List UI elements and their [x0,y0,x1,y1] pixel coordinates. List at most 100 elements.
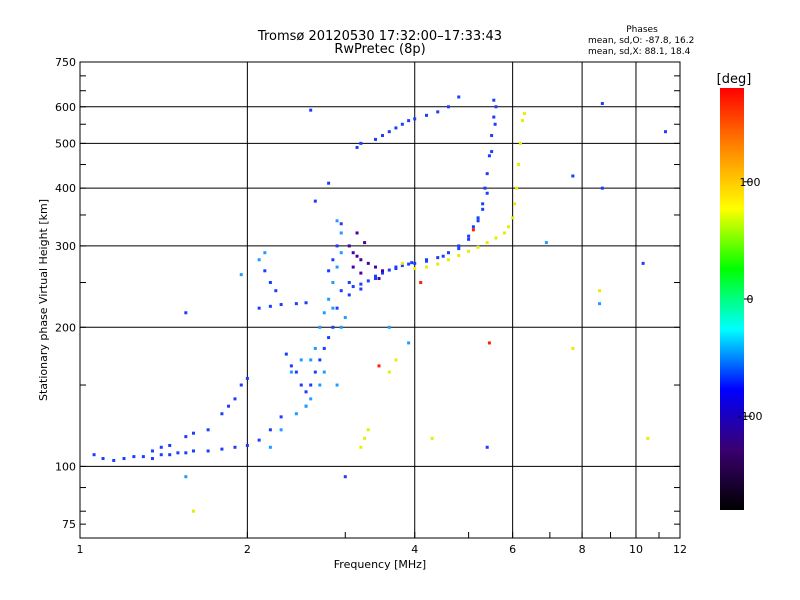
data-point [571,174,575,178]
data-point [331,325,335,329]
data-point [268,445,272,449]
data-point [159,445,163,449]
data-point [257,306,261,310]
data-point [318,383,322,387]
data-point [289,364,293,368]
data-point [485,191,489,195]
data-point [407,119,411,123]
phases-o-line: mean, sd,O: -87.8, 16.2 [588,36,694,46]
data-point [598,302,602,306]
data-point [294,412,298,416]
data-point [168,443,172,447]
data-point [425,113,429,117]
data-point [377,364,381,368]
phases-x-line: mean, sd,X: 88.1, 18.4 [588,47,691,57]
data-point [441,254,445,258]
data-point [343,315,347,319]
data-point [331,281,335,285]
data-point [268,281,272,285]
data-point [220,412,224,416]
data-point [600,186,604,190]
data-point [206,449,210,453]
data-point [467,249,471,253]
data-point [101,457,105,461]
data-point [191,449,195,453]
data-point [112,458,116,462]
y-tick-label: 500 [55,137,76,150]
data-point [92,453,96,457]
data-point [476,216,480,220]
data-point [511,216,515,220]
data-point [347,293,351,297]
data-point [485,172,489,176]
data-point [436,262,440,266]
data-point [494,236,498,240]
data-point [485,241,489,245]
data-point [446,105,450,109]
data-point [327,181,331,185]
data-point [413,261,417,265]
data-point [373,265,377,269]
data-point [331,306,335,310]
data-point [394,358,398,362]
data-point [279,415,283,419]
data-point [366,428,370,432]
data-point [457,244,461,248]
data-point [663,130,667,134]
data-point [331,258,335,262]
data-point [387,130,391,134]
grid [79,62,681,538]
data-point [359,445,363,449]
y-tick-label: 400 [55,182,76,195]
data-point [476,245,480,249]
data-point [268,304,272,308]
data-point [487,154,491,158]
data-point [400,122,404,126]
data-point [413,267,417,271]
data-point [233,445,237,449]
x-tick-label: 10 [629,543,643,556]
data-point [366,279,370,283]
data-point [467,237,471,241]
x-tick-label: 12 [673,543,687,556]
data-point [239,273,243,277]
data-point [304,301,308,305]
data-point [363,436,367,440]
data-point [233,397,237,401]
data-point [257,258,261,262]
colorbar-label: [deg] [717,72,752,87]
data-point [339,251,343,255]
data-point [490,134,494,138]
data-point [322,311,326,315]
data-point [335,383,339,387]
data-point [600,101,604,105]
data-point [339,222,343,226]
data-points [92,95,667,513]
data-point [318,358,322,362]
plot-frame [79,61,681,539]
data-point [419,281,423,285]
data-point [646,436,650,440]
data-point [471,225,475,229]
data-point [373,274,377,278]
data-point [263,269,267,273]
data-point [502,231,506,235]
data-point [309,397,313,401]
data-point [279,303,283,307]
data-point [387,370,391,374]
x-tick-label: 1 [77,543,84,556]
data-point [359,258,363,262]
data-point [309,358,313,362]
data-point [335,219,339,223]
data-point [304,390,308,394]
data-point [394,267,398,271]
data-point [425,258,429,262]
data-point [446,258,450,262]
data-point [446,251,450,255]
data-point [359,141,363,145]
data-point [380,269,384,273]
data-point [335,306,339,310]
x-axis-label: Frequency [MHz] [334,558,426,571]
data-point [239,383,243,387]
data-point [284,352,288,356]
